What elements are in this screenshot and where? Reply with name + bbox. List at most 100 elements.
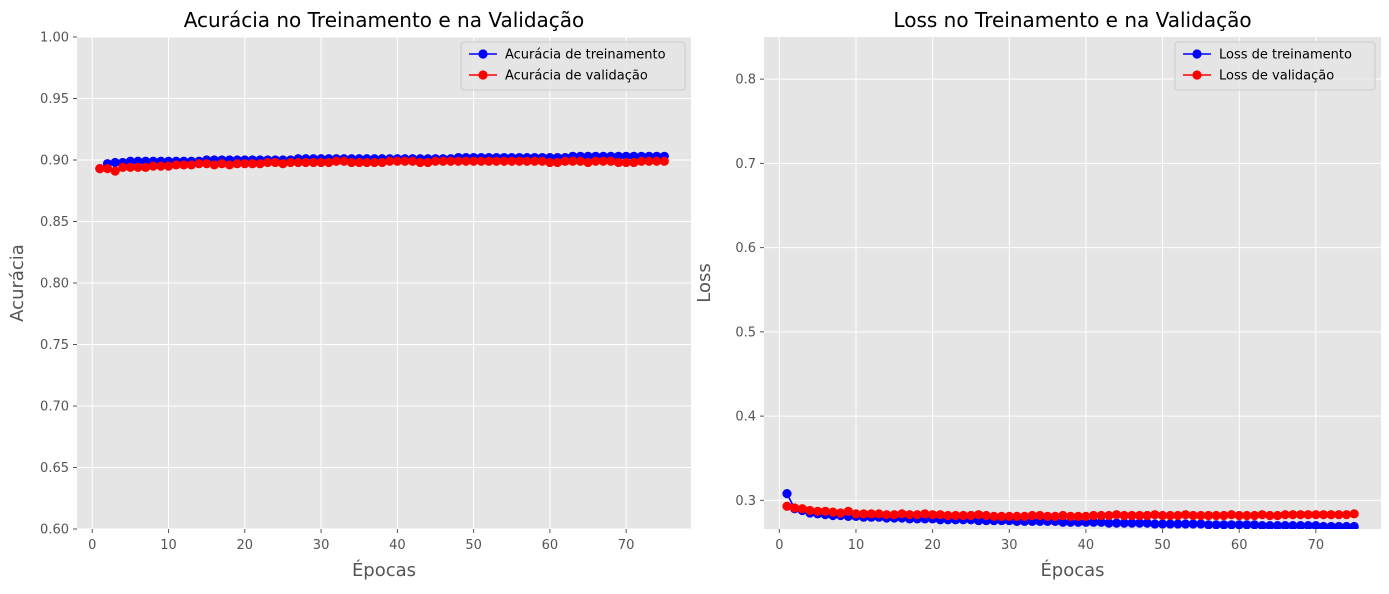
data-point (499, 156, 509, 166)
data-point (828, 507, 838, 517)
data-point (385, 156, 395, 166)
data-point (1111, 510, 1122, 520)
x-tick-label: 60 (542, 538, 559, 553)
data-point (1226, 510, 1237, 520)
data-point (621, 157, 631, 168)
data-point (125, 162, 135, 172)
data-point (263, 157, 273, 168)
data-point (415, 157, 425, 168)
data-point (552, 157, 563, 168)
data-point (133, 162, 143, 172)
data-point (1272, 521, 1283, 529)
data-point (392, 156, 402, 166)
legend-label: Loss de treinamento (1219, 48, 1352, 63)
data-point (308, 157, 319, 168)
data-point (270, 157, 280, 168)
legend-label: Loss de validação (1219, 69, 1334, 84)
data-point (1096, 517, 1106, 527)
data-point (469, 156, 479, 166)
data-point (575, 156, 586, 166)
data-point (1081, 511, 1091, 521)
data-point (1119, 510, 1129, 521)
data-point (1219, 510, 1229, 521)
data-point (217, 159, 227, 169)
data-point (377, 157, 387, 168)
data-point (897, 509, 907, 519)
data-point (1303, 521, 1313, 529)
data-point (1088, 517, 1099, 527)
x-tick-label: 0 (88, 538, 96, 553)
data-point (202, 159, 212, 169)
data-point (255, 159, 265, 169)
legend-marker (1192, 70, 1202, 80)
data-point (1341, 521, 1352, 529)
legend: Loss de treinamento Loss de validação (1174, 41, 1376, 91)
y-tick-label: 0.85 (40, 215, 69, 230)
x-tick-label: 10 (848, 538, 865, 553)
data-point (194, 159, 204, 169)
data-point (1050, 511, 1060, 521)
data-point (851, 509, 861, 519)
data-point (324, 157, 334, 168)
data-point (522, 156, 532, 166)
data-point (1219, 520, 1229, 529)
data-point (958, 510, 968, 521)
data-point (843, 506, 853, 516)
data-point (1035, 510, 1045, 521)
data-point (905, 510, 915, 520)
chart-panel-2: 0 10 20 30 40 50 60 70 0.3 0.4 0.5 0.6 0.7 0.8 Loss no… (694, 8, 1381, 581)
data-point (1265, 521, 1275, 529)
data-point (1311, 510, 1321, 520)
data-point (179, 160, 189, 170)
x-tick-label: 30 (313, 538, 330, 553)
y-tick-label: 0.90 (40, 154, 69, 169)
data-point (928, 510, 938, 520)
data-point (1065, 511, 1076, 521)
data-point (1027, 510, 1037, 521)
data-point (659, 156, 669, 166)
series-2 (782, 501, 1359, 521)
data-point (1341, 510, 1352, 520)
data-point (1173, 510, 1183, 521)
data-point (95, 164, 105, 174)
data-point (1326, 521, 1336, 529)
data-point (1349, 509, 1359, 519)
data-point (346, 157, 357, 168)
data-point (1196, 510, 1206, 521)
data-point (1165, 510, 1175, 521)
data-point (1295, 521, 1306, 529)
data-point (805, 505, 815, 516)
data-point (1211, 520, 1221, 529)
data-point (1104, 518, 1114, 528)
data-point (102, 164, 113, 174)
data-point (935, 510, 945, 520)
data-point (224, 160, 235, 170)
data-point (438, 156, 448, 166)
legend: Acurácia de treinamento Acurácia de valid… (460, 41, 686, 91)
data-point (636, 156, 647, 166)
plot-area (764, 37, 1381, 529)
data-point (408, 156, 418, 166)
data-point (836, 508, 846, 518)
data-point (782, 489, 792, 499)
data-point (1157, 510, 1168, 521)
data-point (1188, 510, 1198, 521)
x-tick-label: 40 (1078, 538, 1095, 553)
data-point (285, 157, 296, 168)
data-point (859, 509, 869, 519)
x-tick-label: 20 (924, 538, 941, 553)
data-point (148, 161, 158, 171)
y-tick-label: 0.8 (735, 73, 756, 88)
data-point (989, 511, 999, 521)
y-tick-label: 0.95 (40, 92, 69, 107)
data-point (591, 156, 601, 166)
data-point (1150, 519, 1160, 529)
data-point (1326, 510, 1336, 520)
data-point (1272, 510, 1283, 521)
legend-marker (478, 49, 488, 59)
data-point (118, 162, 128, 172)
data-point (1211, 510, 1221, 521)
data-point (1188, 519, 1198, 529)
data-point (278, 159, 288, 169)
